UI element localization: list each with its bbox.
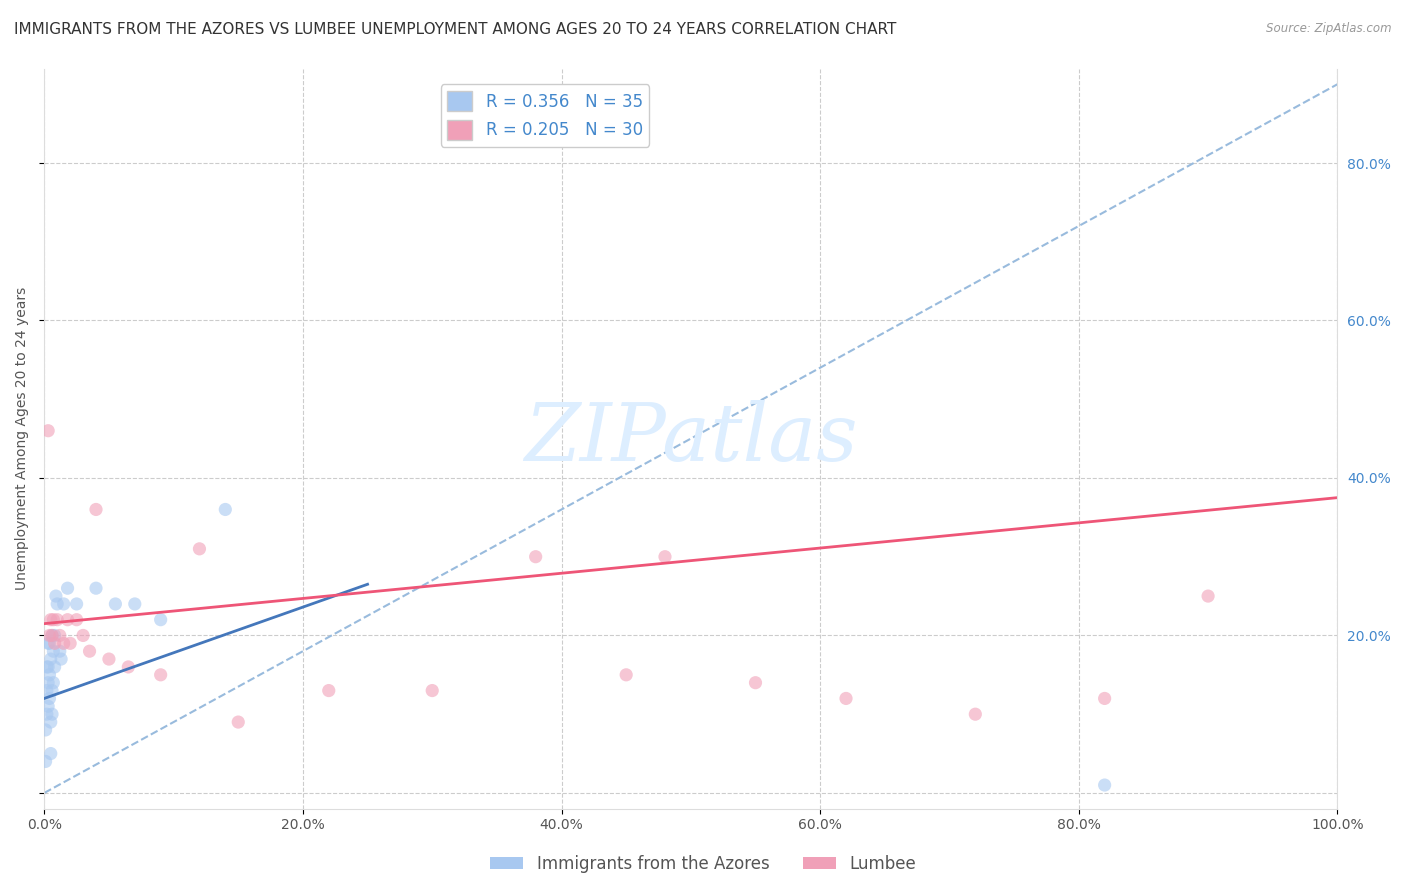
Point (44, 636, 66, 650)
Point (59, 636, 82, 650)
Point (38, 628, 60, 642)
Point (124, 597, 146, 611)
Text: ZIPatlas: ZIPatlas (524, 400, 858, 477)
Point (420, 683, 443, 698)
Point (835, 691, 858, 706)
Point (39, 652, 62, 666)
Point (45, 589, 67, 603)
Point (34, 723, 56, 737)
Point (1197, 589, 1219, 603)
Point (117, 660, 139, 674)
Point (38, 691, 60, 706)
Point (42, 644, 65, 658)
Point (524, 549, 547, 564)
Point (39, 613, 62, 627)
Point (744, 675, 766, 690)
Point (214, 502, 236, 516)
Point (79, 644, 101, 658)
Point (37, 660, 59, 674)
Point (65, 597, 87, 611)
Point (37, 424, 59, 438)
Point (188, 541, 211, 556)
Point (1094, 691, 1116, 706)
Point (149, 613, 172, 627)
Point (39, 714, 62, 729)
Point (41, 683, 63, 698)
Point (44, 628, 66, 642)
Point (38, 636, 60, 650)
Text: Source: ZipAtlas.com: Source: ZipAtlas.com (1267, 22, 1392, 36)
Point (97, 652, 120, 666)
Point (35, 707, 58, 722)
Y-axis label: Unemployment Among Ages 20 to 24 years: Unemployment Among Ages 20 to 24 years (15, 287, 30, 591)
Point (42, 675, 65, 690)
Point (104, 597, 127, 611)
Point (614, 668, 637, 682)
Point (35, 660, 58, 674)
Point (41, 628, 63, 642)
Point (65, 613, 87, 627)
Point (1094, 778, 1116, 792)
Text: IMMIGRANTS FROM THE AZORES VS LUMBEE UNEMPLOYMENT AMONG AGES 20 TO 24 YEARS CORR: IMMIGRANTS FROM THE AZORES VS LUMBEE UNE… (14, 22, 897, 37)
Point (38, 668, 60, 682)
Point (49, 628, 72, 642)
Point (37, 699, 59, 714)
Point (41, 707, 63, 722)
Point (52, 597, 75, 611)
Point (226, 714, 249, 729)
Point (56, 581, 79, 595)
Legend: R = 0.356   N = 35, R = 0.205   N = 30: R = 0.356 N = 35, R = 0.205 N = 30 (440, 84, 650, 146)
Point (654, 549, 676, 564)
Point (84, 502, 107, 516)
Point (37, 636, 59, 650)
Point (965, 707, 987, 722)
Point (318, 683, 340, 698)
Point (35, 683, 58, 698)
Point (46, 613, 69, 627)
Point (72, 628, 94, 642)
Point (42, 613, 65, 627)
Legend: Immigrants from the Azores, Lumbee: Immigrants from the Azores, Lumbee (484, 848, 922, 880)
Point (49, 652, 72, 666)
Point (44, 660, 66, 674)
Point (149, 668, 172, 682)
Point (49, 644, 72, 658)
Point (34, 755, 56, 769)
Point (37, 675, 59, 690)
Point (39, 747, 62, 761)
Point (56, 613, 79, 627)
Point (46, 597, 69, 611)
Point (52, 636, 75, 650)
Point (41, 628, 63, 642)
Point (84, 581, 107, 595)
